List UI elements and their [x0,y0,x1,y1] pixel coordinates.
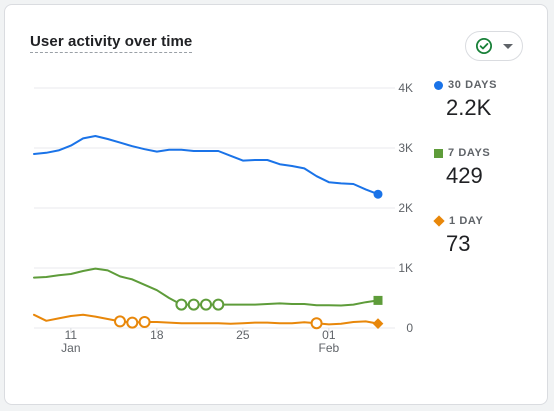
y-tick-label: 3K [398,141,413,155]
anomaly-marker [310,317,323,330]
y-tick-label: 2K [398,201,413,215]
x-tick-month-label: Feb [319,341,340,355]
anomaly-marker [187,298,200,311]
y-tick-label: 4K [398,81,413,95]
square-marker-icon [434,148,443,158]
check-circle-icon [475,37,493,55]
caret-down-icon [503,43,513,49]
series-line [33,135,379,196]
legend-item-7-days: 7 DAYS 429 [434,146,534,214]
anomaly-marker [114,315,126,328]
series-end-point [372,318,384,329]
legend-item-1-day: 1 DAY 73 [433,214,534,282]
legend-label: 7 DAYS [448,147,491,159]
anomaly-marker [200,298,212,311]
anomaly-marker [175,298,188,311]
anomaly-marker [212,298,225,311]
x-tick-label: 01 [322,328,336,342]
status-menu-button[interactable] [465,31,523,61]
chart-legend: 30 DAYS 2.2K 7 DAYS 429 1 DAY 73 [433,78,534,282]
circle-marker-icon [434,80,443,90]
diamond-marker-icon [433,215,445,227]
series-line [33,313,379,326]
series-end-point [373,189,383,199]
y-tick-label: 1K [398,261,413,275]
user-activity-card: User activity over time [4,4,548,405]
x-tick-label: 11 [65,328,78,342]
x-tick-month-label: Jan [61,341,80,355]
legend-item-30-days: 30 DAYS 2.2K [434,78,534,146]
x-tick-label: 18 [150,328,164,342]
x-tick-label: 25 [236,328,250,342]
card-title[interactable]: User activity over time [30,33,193,53]
legend-value: 429 [446,163,483,188]
legend-label: 30 DAYS [448,79,498,91]
legend-value: 2.2K [446,95,492,120]
legend-label: 1 DAY [449,215,484,227]
anomaly-marker [126,316,139,329]
legend-value: 73 [446,231,471,256]
anomaly-marker [138,316,151,328]
series-end-point [373,295,383,305]
y-tick-label: 0 [406,321,413,335]
